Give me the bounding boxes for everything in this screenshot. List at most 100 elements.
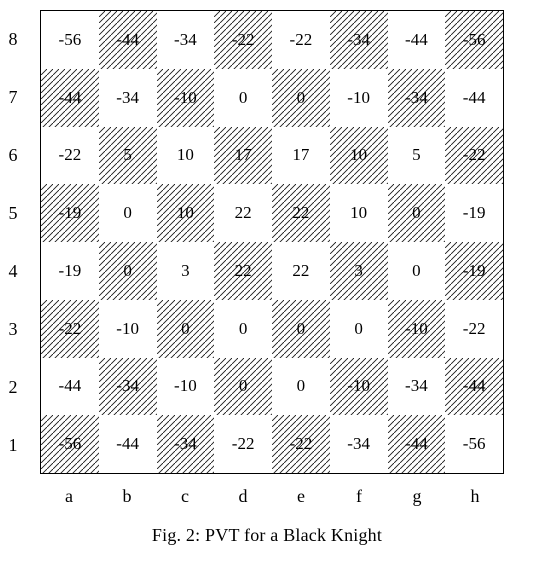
rank-label: 3 [0, 300, 40, 358]
board-cell: 5 [99, 127, 157, 185]
rank-label: 1 [0, 416, 40, 474]
cell-value: -44 [59, 88, 82, 108]
board-cell: 0 [157, 300, 215, 358]
cell-value: 10 [177, 145, 194, 165]
file-label: g [388, 486, 446, 507]
board-cell: -44 [41, 358, 99, 416]
cell-value: 10 [350, 203, 367, 223]
cell-value: -34 [347, 434, 370, 454]
board-cell: 0 [99, 184, 157, 242]
cell-value: 0 [297, 319, 306, 339]
board-cell: 10 [157, 127, 215, 185]
board-cell: -22 [272, 415, 330, 473]
board-cell: -34 [157, 415, 215, 473]
cell-value: -22 [59, 145, 82, 165]
board-cell: 10 [330, 184, 388, 242]
cell-value: -34 [116, 376, 139, 396]
board-cell: -44 [99, 11, 157, 69]
cell-value: 17 [235, 145, 252, 165]
cell-value: -19 [463, 203, 486, 223]
cell-value: 0 [239, 88, 248, 108]
cell-value: -10 [174, 88, 197, 108]
board-cell: -22 [41, 300, 99, 358]
board-cell: -22 [41, 127, 99, 185]
cell-value: 10 [177, 203, 194, 223]
cell-value: -56 [59, 434, 82, 454]
cell-value: -22 [59, 319, 82, 339]
board-cell: 0 [272, 69, 330, 127]
pvt-board: -56-44-34-22-22-34-44-56-44-34-1000-10-3… [40, 10, 504, 474]
file-label: e [272, 486, 330, 507]
cell-value: -22 [463, 319, 486, 339]
board-cell: 22 [272, 184, 330, 242]
board-cell: 0 [214, 358, 272, 416]
cell-value: 22 [235, 203, 252, 223]
cell-value: 0 [354, 319, 363, 339]
board-cell: -10 [330, 69, 388, 127]
rank-label: 5 [0, 184, 40, 242]
board-cell: 10 [330, 127, 388, 185]
cell-value: -56 [463, 30, 486, 50]
cell-value: -34 [347, 30, 370, 50]
cell-value: -34 [174, 30, 197, 50]
board-cell: 22 [214, 184, 272, 242]
cell-value: -10 [347, 376, 370, 396]
file-label: f [330, 486, 388, 507]
board-cell: -19 [41, 184, 99, 242]
board-cell: 22 [272, 242, 330, 300]
board-cell: 0 [330, 300, 388, 358]
board-cell: 0 [272, 358, 330, 416]
cell-value: 22 [235, 261, 252, 281]
board-cell: -34 [388, 69, 446, 127]
board-cell: 0 [388, 184, 446, 242]
cell-value: -34 [405, 376, 428, 396]
cell-value: 0 [123, 261, 132, 281]
cell-value: -34 [174, 434, 197, 454]
board-cell: 0 [214, 300, 272, 358]
cell-value: -44 [463, 88, 486, 108]
board-cell: -44 [99, 415, 157, 473]
board-cell: -56 [41, 415, 99, 473]
file-label: c [156, 486, 214, 507]
cell-value: -44 [405, 434, 428, 454]
board-cell: 5 [388, 127, 446, 185]
cell-value: -34 [405, 88, 428, 108]
cell-value: 17 [292, 145, 309, 165]
board-cell: -19 [445, 242, 503, 300]
board-cell: -34 [99, 358, 157, 416]
board-cell: -10 [157, 358, 215, 416]
cell-value: -10 [405, 319, 428, 339]
file-labels: a b c d e f g h [40, 486, 504, 507]
board-cell: -44 [388, 11, 446, 69]
board-cell: 3 [157, 242, 215, 300]
cell-value: -44 [463, 376, 486, 396]
board-cell: 0 [272, 300, 330, 358]
board-cell: -22 [214, 415, 272, 473]
board-cell: -56 [41, 11, 99, 69]
cell-value: -44 [116, 30, 139, 50]
board-cell: -19 [445, 184, 503, 242]
file-label: d [214, 486, 272, 507]
cell-value: -19 [59, 203, 82, 223]
board-cell: 17 [214, 127, 272, 185]
board-cell: -56 [445, 11, 503, 69]
board-cell: -44 [41, 69, 99, 127]
cell-value: 0 [297, 376, 306, 396]
board-cell: -44 [388, 415, 446, 473]
cell-value: 0 [412, 261, 421, 281]
board-cell: -22 [214, 11, 272, 69]
cell-value: 3 [181, 261, 190, 281]
board-cell: -34 [99, 69, 157, 127]
rank-label: 4 [0, 242, 40, 300]
cell-value: -44 [405, 30, 428, 50]
board-cell: -56 [445, 415, 503, 473]
figure-caption: Fig. 2: PVT for a Black Knight [0, 525, 534, 546]
board-area: -56-44-34-22-22-34-44-56-44-34-1000-10-3… [40, 10, 504, 474]
cell-value: 5 [123, 145, 132, 165]
board-cell: 10 [157, 184, 215, 242]
cell-value: -10 [174, 376, 197, 396]
file-label: h [446, 486, 504, 507]
cell-value: 22 [292, 203, 309, 223]
cell-value: 3 [354, 261, 363, 281]
cell-value: 10 [350, 145, 367, 165]
